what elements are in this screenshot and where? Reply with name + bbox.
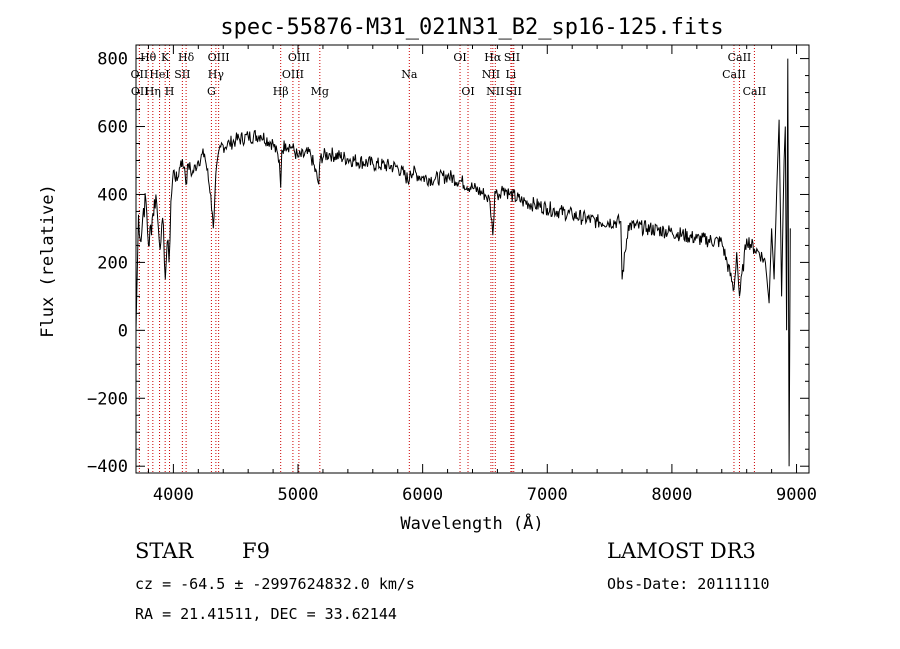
observation-date: Obs-Date: 20111110 <box>607 575 770 593</box>
y-tick-label: −200 <box>87 389 128 409</box>
x-tick-label: 8000 <box>651 485 692 505</box>
x-tick-label: 9000 <box>776 485 817 505</box>
emission-line-label: Mg <box>311 85 329 98</box>
emission-line-markers <box>138 45 755 473</box>
y-axis-label: Flux (relative) <box>38 184 58 338</box>
y-tick-label: 600 <box>97 118 128 138</box>
emission-line-label: K <box>161 51 170 64</box>
survey-name: LAMOST DR3 <box>607 539 756 563</box>
x-tick-label: 5000 <box>278 485 319 505</box>
chart-title: spec-55876-M31_021N31_B2_sp16-125.fits <box>220 15 723 40</box>
emission-line-label: Hη <box>145 85 161 98</box>
object-class: STAR <box>135 539 194 563</box>
emission-line-label: SII <box>174 68 190 81</box>
coordinates: RA = 21.41511, DEC = 33.62144 <box>135 605 397 623</box>
x-tick-label: 6000 <box>402 485 443 505</box>
emission-line-label: Hα <box>484 51 502 64</box>
emission-line-label: Hθ <box>140 51 157 64</box>
spectrum-series-line <box>135 58 791 467</box>
y-tick-label: 200 <box>97 253 128 273</box>
y-axis-ticks: −400 −200 0 200 400 600 800 <box>87 50 809 477</box>
plot-frame <box>135 44 810 474</box>
emission-line-label: Hγ <box>208 68 225 81</box>
emission-line-label: HeI <box>149 68 169 81</box>
x-tick-label: 7000 <box>527 485 568 505</box>
emission-line-label: SII <box>504 51 520 64</box>
x-axis-ticks: 4000 5000 6000 7000 8000 9000 <box>147 45 817 505</box>
emission-line-label: SII <box>506 85 522 98</box>
emission-line-label: H <box>165 85 175 98</box>
emission-line-label: OI <box>461 85 474 98</box>
emission-line-label: OI <box>453 51 466 64</box>
y-tick-label: 0 <box>118 321 128 341</box>
y-tick-label: 800 <box>97 50 128 70</box>
emission-line-label: NII <box>482 68 500 81</box>
emission-line-label: CaII <box>743 85 767 98</box>
x-tick-label: 4000 <box>153 485 194 505</box>
emission-line-label: Na <box>401 68 418 81</box>
y-tick-label: −400 <box>87 457 128 477</box>
emission-line-label: CaII <box>728 51 752 64</box>
emission-line-label: OIII <box>282 68 304 81</box>
redshift-line: cz = -64.5 ± -2997624832.0 km/s <box>135 575 415 593</box>
emission-line-label: OIII <box>208 51 230 64</box>
emission-line-label: G <box>207 85 216 98</box>
emission-line-label: NII <box>486 85 504 98</box>
emission-line-label: Li <box>505 68 516 81</box>
emission-line-label: Hδ <box>178 51 195 64</box>
emission-line-label: OII <box>131 85 149 98</box>
x-axis-label: Wavelength (Å) <box>400 512 543 534</box>
emission-line-label: OIII <box>288 51 310 64</box>
y-tick-label: 400 <box>97 185 128 205</box>
emission-line-label: OII <box>131 68 149 81</box>
emission-line-label: CaII <box>722 68 746 81</box>
emission-line-label: Hβ <box>273 85 289 98</box>
object-subclass: F9 <box>242 539 270 563</box>
